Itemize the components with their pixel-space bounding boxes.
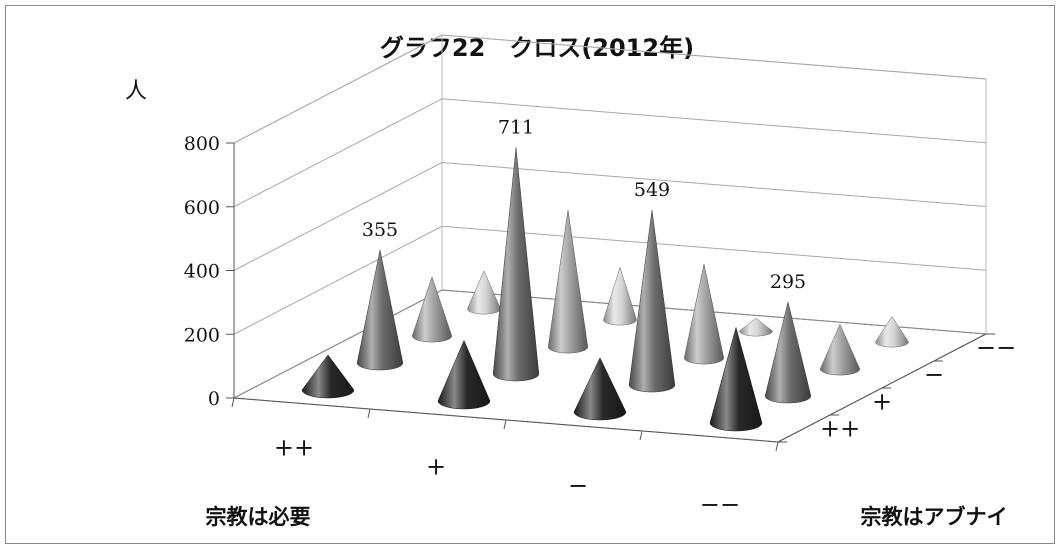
x-axis-name: 宗教は必要 — [206, 505, 311, 529]
cone — [819, 323, 861, 376]
x-category-label: + — [426, 453, 446, 481]
x-tick-mark — [775, 441, 779, 452]
z-axis: +++−−− — [777, 333, 1016, 443]
y-axis: 0 200 400 600 800 — [184, 133, 235, 410]
x-tick-mark — [639, 430, 643, 441]
data-label: 549 — [634, 179, 670, 201]
cone — [683, 263, 725, 365]
y-tick-label: 400 — [184, 261, 220, 283]
chart-frame: グラフ22 クロス(2012年) 人 0 200 400 600 800 355 711 5… — [5, 5, 1055, 544]
y-tick-label: 600 — [184, 197, 220, 219]
x-category-label: −− — [700, 491, 740, 519]
cone — [628, 209, 676, 393]
data-label: 355 — [362, 219, 398, 241]
x-tick-mark — [367, 408, 371, 419]
cone — [547, 209, 589, 354]
x-tick-mark — [503, 419, 507, 430]
cone — [603, 266, 637, 326]
y-tick-label: 200 — [184, 324, 220, 346]
chart-title: グラフ22 クロス(2012年) — [380, 34, 694, 62]
y-tick-label: 0 — [208, 388, 220, 410]
z-category-label: ++ — [820, 415, 860, 443]
cone — [492, 147, 540, 382]
data-label: 295 — [770, 271, 806, 293]
z-category-label: −− — [976, 334, 1016, 362]
cone — [764, 301, 812, 404]
cone — [709, 326, 763, 432]
x-tick-mark — [231, 397, 235, 408]
gridline — [233, 34, 987, 144]
cone — [301, 354, 355, 399]
x-axis: +++−−− — [231, 397, 779, 519]
cone — [411, 276, 453, 343]
z-category-label: − — [924, 361, 944, 389]
y-axis-unit: 人 — [125, 79, 147, 104]
cone — [739, 317, 773, 337]
gridline — [233, 161, 987, 271]
gridline — [233, 225, 987, 335]
z-category-label: + — [872, 388, 892, 416]
x-category-label: ++ — [274, 434, 314, 462]
cone-chart: グラフ22 クロス(2012年) 人 0 200 400 600 800 355 711 5… — [125, 34, 1016, 529]
cone — [573, 357, 627, 421]
cone — [437, 339, 491, 410]
data-label: 711 — [498, 116, 534, 138]
cone — [356, 249, 404, 371]
gridline — [233, 98, 987, 208]
cone-series: 355 711 549 295 — [301, 116, 909, 432]
gridline — [233, 289, 987, 399]
cone — [875, 316, 909, 348]
z-axis-name: 宗教はアブナイ — [861, 505, 1008, 529]
x-category-label: − — [568, 472, 588, 500]
y-tick-label: 800 — [184, 133, 220, 155]
